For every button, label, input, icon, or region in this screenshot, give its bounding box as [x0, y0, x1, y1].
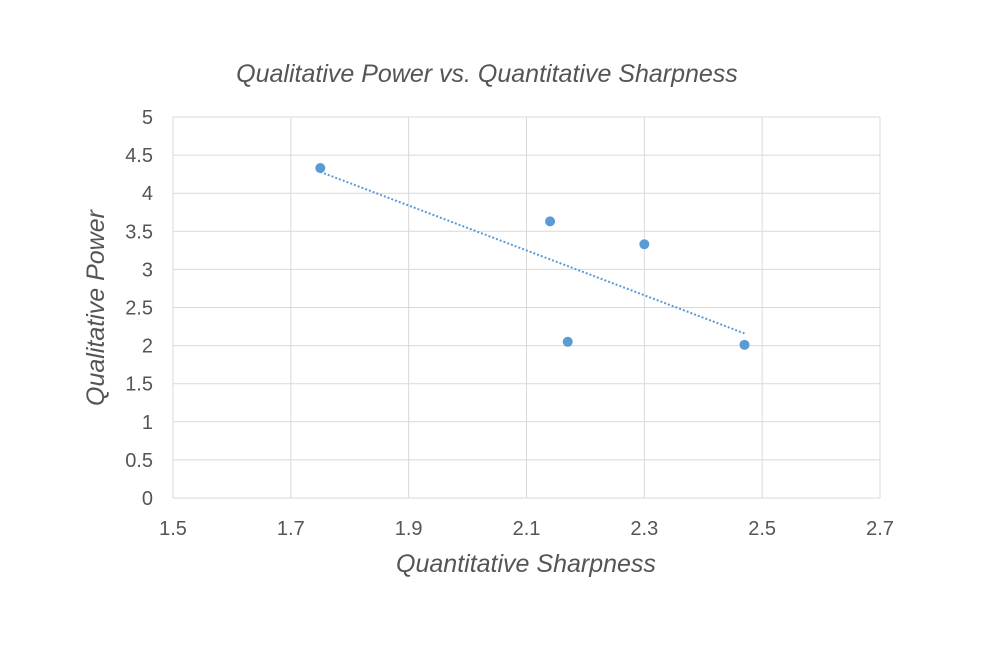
y-tick-label: 4.5: [125, 145, 153, 167]
data-point: [562, 336, 573, 347]
grid: [172, 116, 881, 499]
x-tick-label: 2.7: [866, 518, 894, 540]
chart-title: Qualitative Power vs. Quantitative Sharp…: [236, 60, 738, 88]
y-tick-label: 1.5: [125, 374, 153, 396]
y-tick-label: 2: [142, 336, 153, 358]
y-tick-label: 2.5: [125, 298, 153, 320]
y-tick-label: 5: [142, 107, 153, 129]
x-tick-label: 1.9: [395, 518, 423, 540]
x-axis-title: Quantitative Sharpness: [396, 550, 656, 578]
y-tick-label: 3: [142, 259, 153, 281]
x-tick-labels: 1.5 1.7 1.9 2.1 2.3 2.5 2.7: [159, 518, 894, 540]
x-tick-label: 2.3: [630, 518, 658, 540]
y-tick-labels: 0 0.5 1 1.5 2 2.5 3 3.5 4 4.5 5: [125, 107, 153, 510]
data-point: [639, 239, 650, 250]
trendline-layer: [319, 170, 745, 335]
data-points: [315, 163, 750, 350]
y-tick-label: 4: [142, 183, 153, 205]
y-tick-label: 3.5: [125, 221, 153, 243]
y-tick-label: 0: [142, 488, 153, 510]
x-tick-label: 1.7: [277, 518, 305, 540]
x-tick-label: 1.5: [159, 518, 187, 540]
x-tick-label: 2.1: [513, 518, 541, 540]
y-tick-label: 0.5: [125, 450, 153, 472]
data-point: [315, 163, 326, 174]
trendline: [319, 170, 745, 335]
data-point: [545, 216, 556, 227]
y-axis-title: Qualitative Power: [82, 208, 110, 406]
y-tick-label: 1: [142, 412, 153, 434]
x-tick-label: 2.5: [748, 518, 776, 540]
data-point: [739, 339, 750, 350]
